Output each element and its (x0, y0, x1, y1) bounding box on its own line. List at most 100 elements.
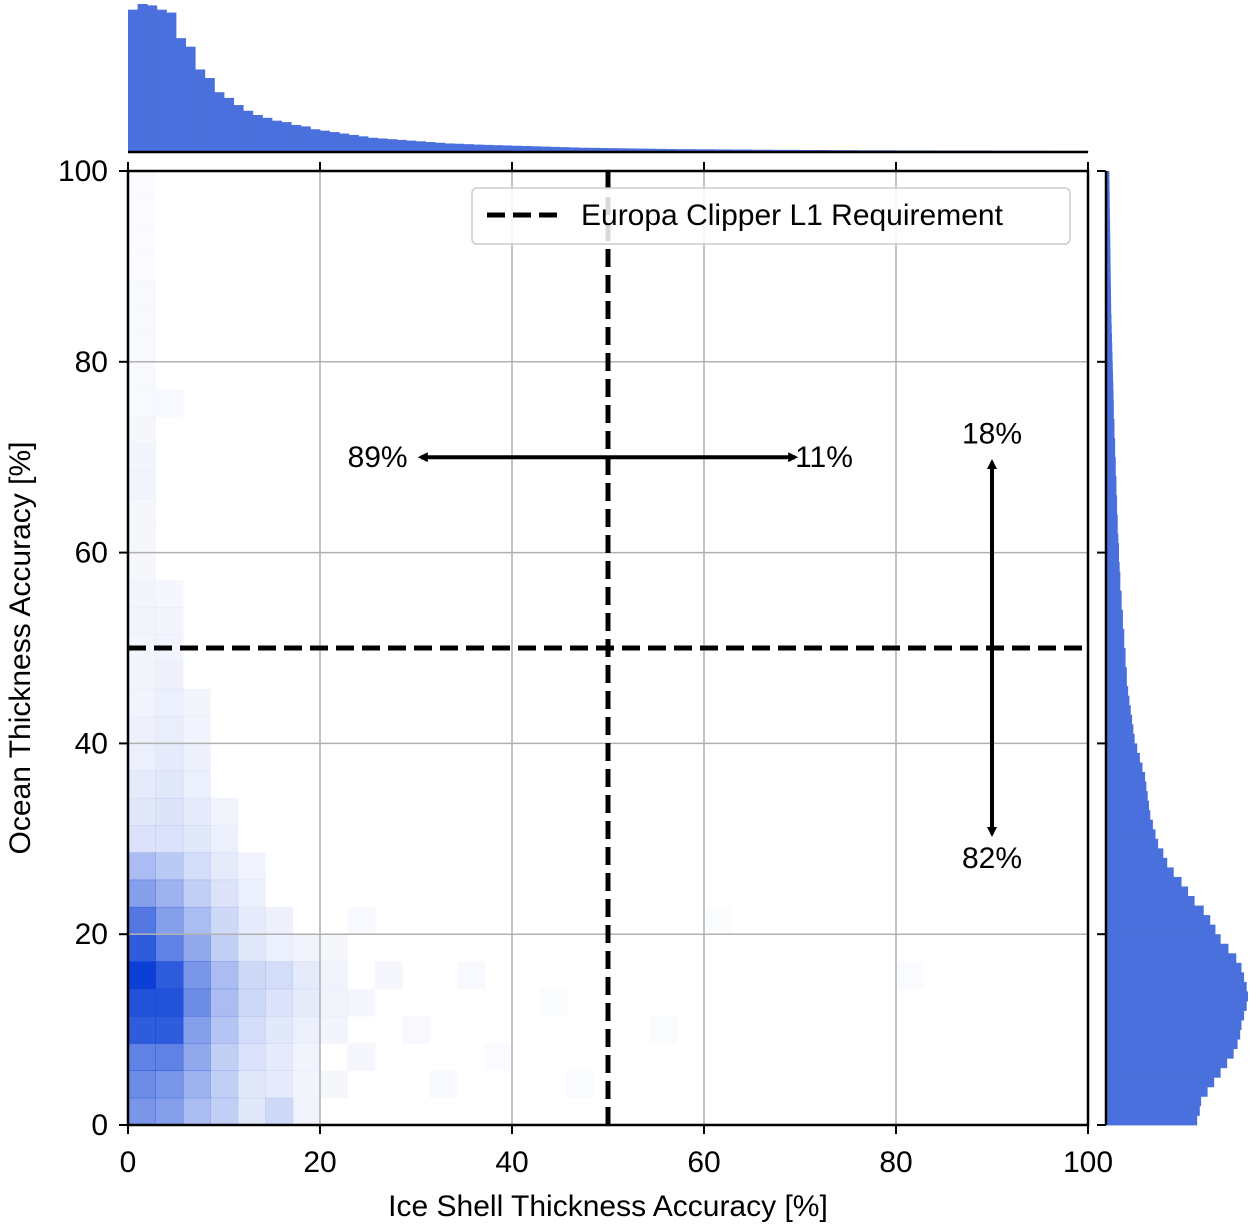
heatmap-cell (430, 1070, 458, 1098)
heatmap-cell (128, 961, 156, 990)
heatmap-cell (374, 961, 403, 990)
top-hist-bar (713, 149, 724, 152)
heatmap-cell (320, 988, 348, 1017)
heatmap-cell (128, 171, 156, 199)
top-hist-bar (137, 4, 148, 152)
right-hist-bar (1106, 943, 1229, 954)
y-axis-label: Ocean Thickness Accuracy [%] (4, 442, 37, 855)
heatmap-cell (265, 961, 294, 990)
heatmap-cell (155, 1015, 184, 1044)
right-hist-bar (1106, 533, 1119, 544)
right-hist-bar (1106, 657, 1126, 668)
right-hist-bar (1106, 190, 1110, 201)
right-hist-bar (1106, 829, 1156, 840)
right-hist-bar (1106, 523, 1118, 534)
right-hist-bar (1106, 361, 1113, 372)
right-hist-bar (1106, 991, 1248, 1002)
right-hist-bar (1106, 514, 1118, 525)
right-hist-bar (1106, 504, 1118, 515)
heatmap-cell (155, 688, 184, 717)
right-hist-bar (1106, 1048, 1234, 1059)
heatmap-cell (292, 961, 321, 990)
heatmap-cell (210, 797, 239, 826)
heatmap-cell (237, 906, 266, 935)
right-hist-bar (1106, 838, 1159, 849)
right-hist-bar (1106, 896, 1195, 906)
heatmap-cell (155, 961, 184, 990)
heatmap-cell (237, 879, 266, 908)
heatmap-cell (292, 1097, 321, 1126)
top-hist-bar (387, 139, 398, 152)
top-hist-bar (348, 134, 359, 152)
heatmap-cell (320, 1015, 348, 1044)
top-hist-bar (723, 149, 734, 152)
top-hist-bar (156, 9, 167, 153)
top-hist-bar (694, 149, 705, 152)
heatmap-cell (457, 961, 485, 989)
right-hist-bar (1106, 791, 1148, 802)
top-hist-bar (425, 142, 436, 152)
right-hist-bar (1106, 915, 1211, 926)
right-hist-bar (1106, 237, 1111, 248)
right-hist-bar (1106, 1105, 1200, 1116)
heatmap-cell (485, 1043, 513, 1071)
heatmap-cell (182, 825, 211, 853)
annotation-ice-below: 89% (348, 441, 408, 474)
top-hist-bar (204, 78, 215, 152)
heatmap-cell (347, 1043, 376, 1072)
heatmap-cell (155, 1070, 184, 1099)
heatmap-cell (265, 934, 294, 962)
heatmap-cell (320, 961, 348, 990)
right-hist-bar (1106, 1086, 1208, 1097)
right-hist-bar (1106, 256, 1111, 267)
heatmap-cell (292, 1043, 321, 1072)
top-hist-bar (176, 38, 186, 152)
right-hist-bar (1106, 733, 1135, 744)
top-hist-bar (444, 143, 455, 152)
heatmap-cell (182, 688, 211, 717)
right-hist-bar (1106, 247, 1111, 258)
right-hist-bar (1106, 762, 1143, 773)
right-hist-bar (1106, 552, 1120, 563)
right-hist-bar (1106, 772, 1146, 782)
top-hist-bar (636, 148, 647, 152)
right-hist-bar (1106, 628, 1125, 639)
heatmap-cell (237, 1070, 266, 1099)
x-axis-label: Ice Shell Thickness Accuracy [%] (388, 1190, 828, 1223)
right-hist-bar (1106, 285, 1111, 296)
top-hist-bar (521, 146, 532, 152)
heatmap-cell (128, 825, 156, 853)
heatmap-cell (128, 852, 156, 881)
right-hist-bar (1106, 171, 1110, 181)
heatmap-cell (237, 1015, 266, 1044)
heatmap-cell (182, 797, 211, 826)
heatmap-cell (182, 934, 211, 962)
top-hist-bar (272, 120, 282, 152)
right-hist-bar (1106, 953, 1237, 964)
top-hist-bar (243, 110, 254, 152)
requirement-lines (128, 171, 1088, 1125)
heatmap-cell (128, 443, 156, 472)
right-hist-bar (1106, 399, 1114, 410)
heatmap-cell (182, 1097, 211, 1126)
heatmap-cell (128, 743, 156, 772)
top-hist-bar (684, 149, 695, 152)
top-hist-bar (588, 147, 599, 152)
heatmap-cell (155, 852, 184, 881)
right-hist-bar (1106, 714, 1133, 725)
heatmap-cell (704, 907, 732, 935)
top-hist-bar (291, 124, 302, 152)
y-tick-label: 80 (75, 346, 108, 379)
top-hist-bar (550, 146, 561, 152)
top-hist-bar (579, 147, 590, 152)
heatmap-cell (128, 879, 156, 908)
top-hist-bar (252, 115, 263, 152)
top-hist-bar (339, 133, 350, 152)
heatmap-cell (210, 852, 239, 881)
heatmap-cell (182, 1070, 211, 1099)
top-hist-bar (195, 69, 206, 152)
top-hist-bar (396, 139, 407, 152)
heatmap-cell (567, 1070, 595, 1098)
right-hist-bar (1106, 543, 1120, 553)
